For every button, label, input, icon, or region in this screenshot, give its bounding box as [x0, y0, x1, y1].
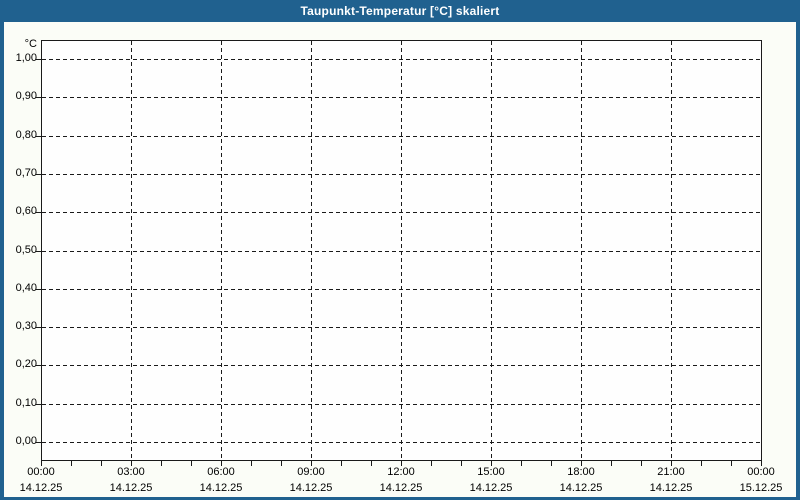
y-tick-label: 0,20 [15, 358, 37, 370]
x-tick-mark [461, 461, 462, 466]
x-tick-mark [131, 461, 132, 466]
x-tick-time-label: 21:00 [657, 466, 685, 478]
x-tick-mark [41, 461, 42, 466]
x-tick-mark [311, 461, 312, 466]
x-tick-time-label: 06:00 [207, 466, 235, 478]
y-tick-mark [36, 136, 41, 137]
x-gridline [131, 41, 132, 460]
y-tick-mark [36, 442, 41, 443]
x-tick-date-label: 14.12.25 [289, 482, 333, 494]
y-tick-mark [36, 59, 41, 60]
x-gridline [491, 41, 492, 460]
y-tick-label: 1,00 [15, 52, 37, 64]
x-tick-mark [491, 461, 492, 466]
y-axis-unit-label: °C [24, 38, 37, 50]
x-tick-mark [701, 461, 702, 466]
y-tick-mark [36, 97, 41, 98]
x-tick-mark [161, 461, 162, 466]
x-tick-date-label: 14.12.25 [109, 482, 153, 494]
y-tick-label: 0,10 [15, 397, 37, 409]
x-tick-date-label: 14.12.25 [19, 482, 63, 494]
x-tick-time-label: 03:00 [117, 466, 145, 478]
y-tick-mark [36, 212, 41, 213]
x-tick-mark [521, 461, 522, 466]
chart-title-bar: Taupunkt-Temperatur [°C] skaliert [0, 0, 800, 22]
x-tick-date-label: 15.12.25 [739, 482, 783, 494]
x-tick-mark [761, 461, 762, 466]
x-tick-mark [251, 461, 252, 466]
y-tick-mark [36, 404, 41, 405]
x-gridline [311, 41, 312, 460]
x-tick-mark [581, 461, 582, 466]
x-tick-mark [671, 461, 672, 466]
x-gridline [401, 41, 402, 460]
x-tick-mark [401, 461, 402, 466]
x-tick-mark [371, 461, 372, 466]
x-gridline [671, 41, 672, 460]
y-tick-label: 0,80 [15, 129, 37, 141]
y-tick-label: 0,30 [15, 320, 37, 332]
x-tick-date-label: 14.12.25 [199, 482, 243, 494]
y-tick-label: 0,50 [15, 244, 37, 256]
x-tick-date-label: 14.12.25 [559, 482, 603, 494]
y-tick-label: 0,70 [15, 167, 37, 179]
x-tick-mark [731, 461, 732, 466]
y-tick-mark [36, 289, 41, 290]
y-tick-label: 0,60 [15, 205, 37, 217]
plot-area [41, 40, 762, 461]
x-tick-mark [341, 461, 342, 466]
x-tick-time-label: 15:00 [477, 466, 505, 478]
x-gridline [581, 41, 582, 460]
y-tick-mark [36, 174, 41, 175]
x-tick-mark [431, 461, 432, 466]
x-tick-time-label: 12:00 [387, 466, 415, 478]
x-tick-date-label: 14.12.25 [649, 482, 693, 494]
chart-title: Taupunkt-Temperatur [°C] skaliert [300, 4, 500, 18]
x-tick-mark [551, 461, 552, 466]
y-tick-mark [36, 327, 41, 328]
x-tick-date-label: 14.12.25 [469, 482, 513, 494]
chart-body: 1,00 0,90 0,80 0,70 0,60 0,50 0,40 0,30 0,20 0,10… [0, 22, 800, 500]
x-gridline [221, 41, 222, 460]
x-tick-mark [101, 461, 102, 466]
x-tick-time-label: 18:00 [567, 466, 595, 478]
y-tick-mark [36, 365, 41, 366]
y-tick-label: 0,90 [15, 90, 37, 102]
y-tick-label: 0,40 [15, 282, 37, 294]
x-tick-mark [71, 461, 72, 466]
x-tick-mark [611, 461, 612, 466]
x-tick-date-label: 14.12.25 [379, 482, 423, 494]
y-tick-label: 0,00 [15, 435, 37, 447]
x-tick-mark [191, 461, 192, 466]
x-tick-mark [281, 461, 282, 466]
y-tick-mark [36, 251, 41, 252]
x-tick-time-label: 00:00 [27, 466, 55, 478]
x-tick-time-label: 09:00 [297, 466, 325, 478]
x-tick-mark [221, 461, 222, 466]
x-tick-mark [641, 461, 642, 466]
x-tick-time-label: 00:00 [747, 466, 775, 478]
